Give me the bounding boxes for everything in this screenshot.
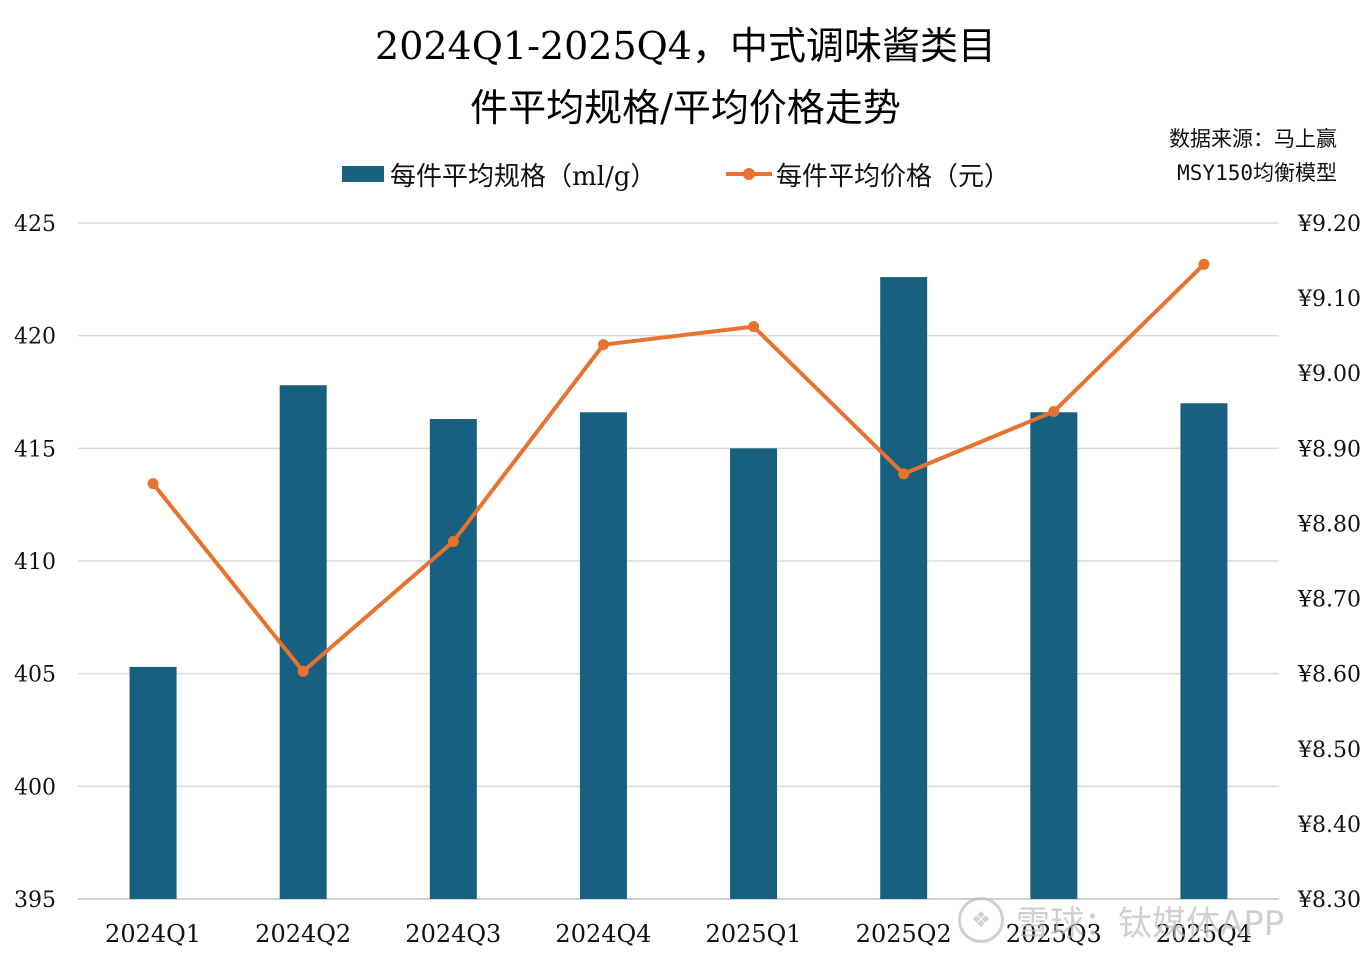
x-tick-label: 2025Q1 <box>706 920 802 948</box>
x-tick-label: 2024Q3 <box>405 920 501 948</box>
legend-item-bar: 每件平均规格（ml/g） <box>342 156 656 192</box>
right-tick-label: ¥8.50 <box>1297 738 1361 763</box>
legend-bar-swatch <box>342 166 384 182</box>
left-tick-label: 410 <box>14 550 56 575</box>
price-point-2024Q3 <box>447 535 459 547</box>
watermark-text: 雪球：钛媒体APP <box>1016 903 1285 944</box>
price-point-2024Q2 <box>297 665 309 677</box>
right-tick-label: ¥8.40 <box>1297 813 1361 838</box>
chart-title-line-2: 件平均规格/平均价格走势 <box>470 86 901 130</box>
right-tick-label: ¥8.70 <box>1297 588 1361 613</box>
price-point-2025Q1 <box>748 321 760 333</box>
left-tick-label: 420 <box>14 325 56 350</box>
left-tick-label: 415 <box>14 437 56 462</box>
x-tick-label: 2024Q1 <box>105 920 201 948</box>
bar-2025Q4 <box>1180 403 1228 899</box>
bar-2025Q1 <box>730 448 778 899</box>
price-point-2025Q4 <box>1198 258 1210 270</box>
data-source-label: 数据来源：马上赢 <box>1169 127 1337 151</box>
price-line <box>151 262 1206 674</box>
bar-2024Q3 <box>429 419 477 899</box>
legend-bar-label: 每件平均规格（ml/g） <box>390 161 657 192</box>
right-tick-label: ¥9.10 <box>1297 287 1361 312</box>
price-point-2025Q3 <box>1048 406 1060 418</box>
right-tick-label: ¥8.60 <box>1297 663 1361 688</box>
x-tick-label: 2025Q4 <box>1156 920 1252 948</box>
x-tick-label: 2025Q2 <box>856 920 952 948</box>
price-point-2024Q4 <box>597 339 609 351</box>
right-tick-label: ¥9.20 <box>1297 212 1361 237</box>
legend-line-swatch <box>726 168 772 180</box>
bar-2024Q2 <box>279 385 327 899</box>
price-point-2025Q2 <box>898 468 910 480</box>
bar-2025Q3 <box>1030 412 1078 899</box>
chart-title-line-1: 2024Q1-2025Q4，中式调味酱类目 <box>375 24 996 68</box>
left-tick-label: 400 <box>14 775 56 800</box>
left-tick-label: 425 <box>14 212 56 237</box>
bar-2025Q2 <box>880 277 928 900</box>
left-tick-label: 395 <box>14 888 56 913</box>
snowball-logo-icon: ❖ <box>958 897 1004 943</box>
watermark: ❖ 雪球：钛媒体APP <box>958 892 1284 948</box>
bar-2024Q4 <box>579 412 627 899</box>
data-model-label: MSY150均衡模型 <box>1177 161 1337 185</box>
left-tick-label: 405 <box>14 663 56 688</box>
legend-line-label: 每件平均价格（元） <box>776 161 1011 192</box>
x-tick-label: 2024Q2 <box>255 920 351 948</box>
right-tick-label: ¥8.30 <box>1297 888 1361 913</box>
right-tick-label: ¥8.80 <box>1297 512 1361 537</box>
right-tick-label: ¥8.90 <box>1297 437 1361 462</box>
right-tick-label: ¥9.00 <box>1297 362 1361 387</box>
x-tick-label: 2025Q3 <box>1006 920 1102 948</box>
legend-item-line: 每件平均价格（元） <box>726 156 1010 192</box>
bar-2024Q1 <box>129 666 177 899</box>
price-point-2024Q1 <box>147 478 159 490</box>
x-tick-label: 2024Q4 <box>555 920 651 948</box>
